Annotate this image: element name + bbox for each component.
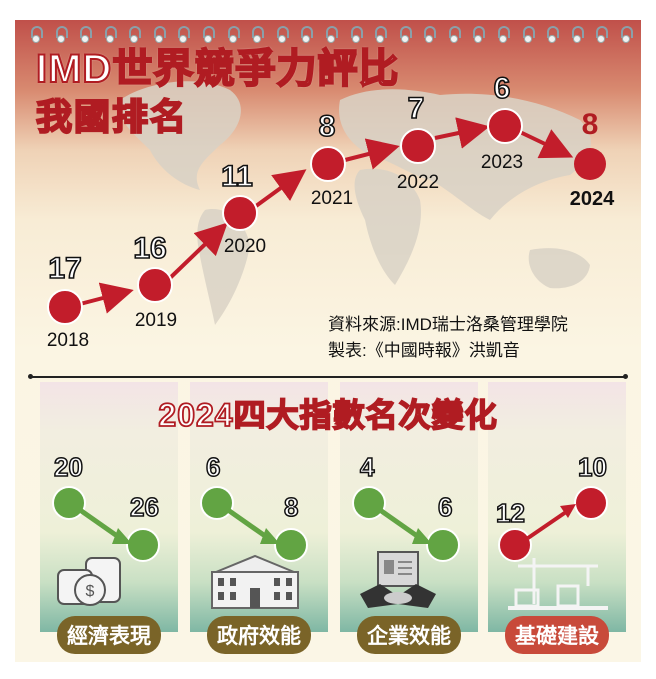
rank-to: 10 (577, 451, 607, 483)
year-2019: 2019 (134, 310, 178, 331)
rank-from: 20 (53, 451, 83, 483)
trend-arrow-icon (78, 507, 132, 544)
dot-to (274, 528, 308, 562)
svg-text:$: $ (86, 583, 95, 600)
trend-arrow-icon (378, 507, 432, 544)
main-subtitle: 我國排名 (35, 95, 189, 138)
dot-to (126, 528, 160, 562)
rank-to: 26 (129, 491, 159, 523)
dot-to (574, 486, 608, 520)
year-2023: 2023 (480, 152, 524, 173)
crane-icon (508, 558, 608, 610)
coins-icon: $ (57, 557, 121, 606)
calendar-binding-rings (30, 26, 633, 43)
rank-2021: 8 (318, 109, 336, 144)
rank-2020: 11 (220, 159, 253, 194)
rank-from: 12 (495, 497, 525, 529)
dot-from (352, 486, 386, 520)
dot-from (498, 528, 532, 562)
main-title: IMD世界競爭力評比 (35, 46, 400, 92)
source-line: 資料來源:IMD瑞士洛桑管理學院 (328, 315, 568, 334)
credit-line: 製表:《中國時報》洪凱音 (328, 341, 520, 360)
rank-2019: 16 (133, 231, 168, 266)
rank-to: 8 (283, 491, 299, 523)
handshake-icon (360, 551, 436, 608)
year-2018: 2018 (46, 330, 90, 351)
trend-arrow-icon (226, 507, 280, 544)
category-label: 企業效能 (357, 616, 461, 654)
trend-arrow-icon (526, 504, 576, 540)
dot-from (200, 486, 234, 520)
year-2024: 2024 (569, 188, 615, 210)
rank-2022: 7 (407, 91, 425, 126)
year-2022: 2022 (396, 172, 440, 193)
section-title: 2024四大指數名次變化 (157, 396, 498, 434)
year-2020: 2020 (223, 236, 267, 257)
section-divider (28, 374, 628, 379)
year-2021: 2021 (310, 188, 354, 209)
category-label: 政府效能 (207, 616, 311, 654)
dot-from (52, 486, 86, 520)
panel-economic-performance: 20 26 $ 經濟表現 (40, 382, 178, 654)
government-building-icon (211, 554, 299, 609)
category-label: 基礎建設 (505, 616, 609, 654)
dot-to (426, 528, 460, 562)
source-note: 資料來源:IMD瑞士洛桑管理學院 製表:《中國時報》洪凱音 (328, 312, 568, 364)
panel-infrastructure: 12 10 基礎建設 (488, 382, 626, 654)
rank-2018: 17 (48, 251, 83, 286)
category-label: 經濟表現 (57, 616, 161, 654)
rank-from: 4 (359, 451, 375, 483)
panel-government-efficiency: 6 8 政府效能 (190, 382, 328, 654)
rank-2024: 8 (581, 108, 599, 141)
ranking-line-chart (47, 108, 606, 325)
rank-from: 6 (205, 451, 221, 483)
rank-2023: 6 (493, 71, 511, 106)
panel-business-efficiency: 4 6 企業效能 (340, 382, 478, 654)
rank-to: 6 (437, 491, 453, 523)
